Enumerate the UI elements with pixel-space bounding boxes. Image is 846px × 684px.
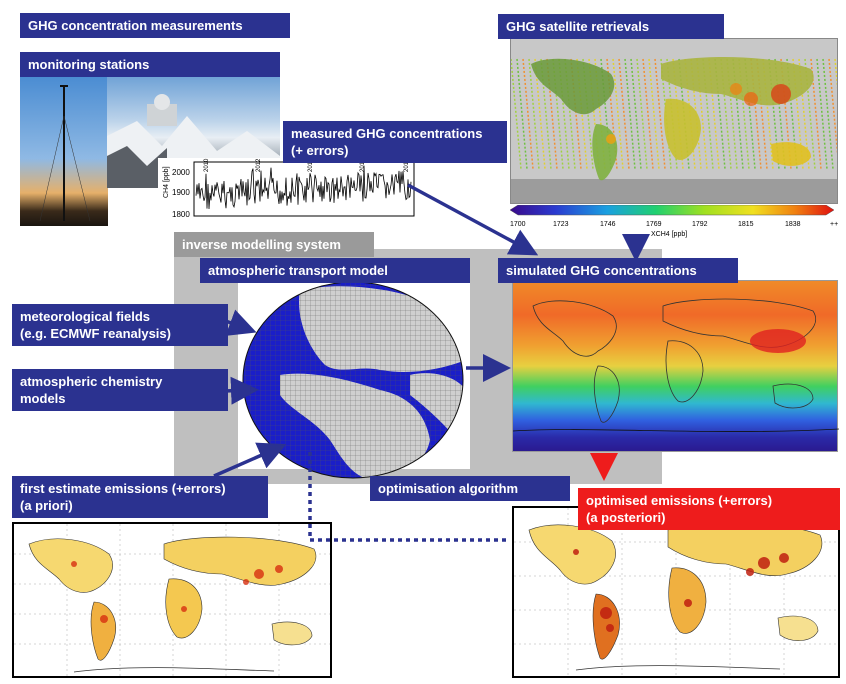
satellite-track	[522, 58, 534, 170]
satellite-track	[534, 58, 546, 170]
label-simulated-ghg: simulated GHG concentrations	[498, 258, 738, 283]
satellite-track	[744, 58, 756, 170]
satellite-track	[564, 58, 576, 170]
satellite-track	[636, 58, 648, 170]
colorbar-tick: 1838	[785, 221, 801, 228]
tower-photo	[20, 76, 108, 226]
satellite-track	[624, 58, 636, 170]
label-line: (a priori)	[20, 498, 73, 513]
colorbar-tick: ++	[830, 221, 838, 228]
arrow-apriori-to-globe	[213, 442, 287, 478]
satellite-track	[816, 58, 828, 170]
satellite-track	[570, 58, 582, 170]
satellite-track	[810, 58, 822, 170]
colorbar-label: XCH4 [ppb]	[651, 231, 687, 238]
colorbar-tick: 1792	[692, 221, 708, 228]
satellite-track	[708, 58, 720, 170]
satellite-track	[510, 58, 522, 170]
label-first-estimate: first estimate emissions (+errors) (a pr…	[12, 476, 268, 518]
satellite-track	[696, 58, 708, 170]
label-ghg-concentration-measurements: GHG concentration measurements	[20, 13, 290, 38]
satellite-track	[648, 58, 660, 170]
satellite-track	[714, 58, 726, 170]
satellite-track	[732, 58, 744, 170]
label-measured-ghg: measured GHG concentrations (+ errors)	[283, 121, 507, 163]
ts-x-tick: 2012	[256, 158, 262, 172]
dotted-apriori-to-optimisation	[308, 452, 508, 542]
satellite-track	[654, 58, 666, 170]
label-line: (+ errors)	[291, 143, 349, 158]
arrow-chem-to-globe	[223, 376, 259, 405]
colorbar-tick: 1815	[738, 221, 754, 228]
label-line: meteorological fields	[20, 309, 151, 324]
globe-transport-model	[240, 280, 466, 480]
satellite-track	[582, 58, 594, 170]
satellite-track	[660, 58, 672, 170]
satellite-track	[738, 58, 750, 170]
satellite-track	[612, 58, 624, 170]
label-line: atmospheric chemistry	[20, 374, 163, 389]
label-monitoring-stations: monitoring stations	[20, 52, 280, 77]
label-inverse-system: inverse modelling system	[174, 232, 374, 257]
satellite-track	[558, 58, 570, 170]
satellite-track	[690, 58, 702, 170]
label-line: first estimate emissions (+errors)	[20, 481, 226, 496]
label-line: (e.g. ECMWF reanalysis)	[20, 326, 171, 341]
label-line: measured GHG concentrations	[291, 126, 483, 141]
ts-y-label: CH4 [ppb]	[163, 166, 170, 198]
ts-y-tick: 1800	[172, 210, 190, 219]
satellite-track	[516, 58, 528, 170]
satellite-track	[804, 58, 816, 170]
arrow-measured-to-simulated	[407, 183, 539, 256]
satellite-track	[618, 58, 630, 170]
label-transport-model: atmospheric transport model	[200, 258, 470, 283]
label-satellite-retrievals: GHG satellite retrievals	[498, 14, 724, 39]
label-meteorological-fields: meteorological fields (e.g. ECMWF reanal…	[12, 304, 228, 346]
ts-x-tick: 2014	[308, 158, 314, 172]
label-optimisation-algorithm: optimisation algorithm	[370, 476, 570, 501]
colorbar: 1700 1723 1746 1769 1792 1815 1838 ++ XC…	[508, 204, 846, 239]
satellite-track	[726, 58, 738, 170]
satellite-track	[576, 58, 588, 170]
satellite-track	[720, 58, 732, 170]
satellite-track	[540, 58, 552, 170]
label-optimised-emissions: optimised emissions (+errors) (a posteri…	[578, 488, 840, 530]
a-priori-emissions-map	[12, 522, 332, 678]
simulated-concentration-map	[512, 280, 840, 452]
satellite-track	[822, 58, 834, 170]
satellite-track	[552, 58, 564, 170]
satellite-track	[642, 58, 654, 170]
ch4-timeseries-plot: CH4 [ppb] 2000 1900 1800 2010 2012 2014 …	[158, 158, 420, 224]
colorbar-tick: 1746	[600, 221, 616, 228]
label-line: optimised emissions (+errors)	[586, 493, 773, 508]
satellite-map	[510, 38, 846, 204]
label-line: (a posteriori)	[586, 510, 666, 525]
ts-x-tick: 2018	[404, 158, 410, 172]
colorbar-tick: 1723	[553, 221, 569, 228]
ts-y-tick: 1900	[172, 188, 190, 197]
satellite-track	[528, 58, 540, 170]
satellite-track	[756, 58, 768, 170]
ts-x-tick: 2016	[360, 158, 366, 172]
colorbar-tick: 1769	[646, 221, 662, 228]
satellite-track	[546, 58, 558, 170]
colorbar-tick: 1700	[510, 221, 526, 228]
satellite-track	[702, 58, 714, 170]
ch4-timeseries-line	[195, 165, 412, 210]
label-line: models	[20, 391, 66, 406]
ts-y-tick: 2000	[172, 168, 190, 177]
satellite-track	[762, 58, 774, 170]
ts-x-tick: 2010	[204, 158, 210, 172]
satellite-track	[630, 58, 642, 170]
label-atmospheric-chemistry: atmospheric chemistry models	[12, 369, 228, 411]
satellite-track	[750, 58, 762, 170]
